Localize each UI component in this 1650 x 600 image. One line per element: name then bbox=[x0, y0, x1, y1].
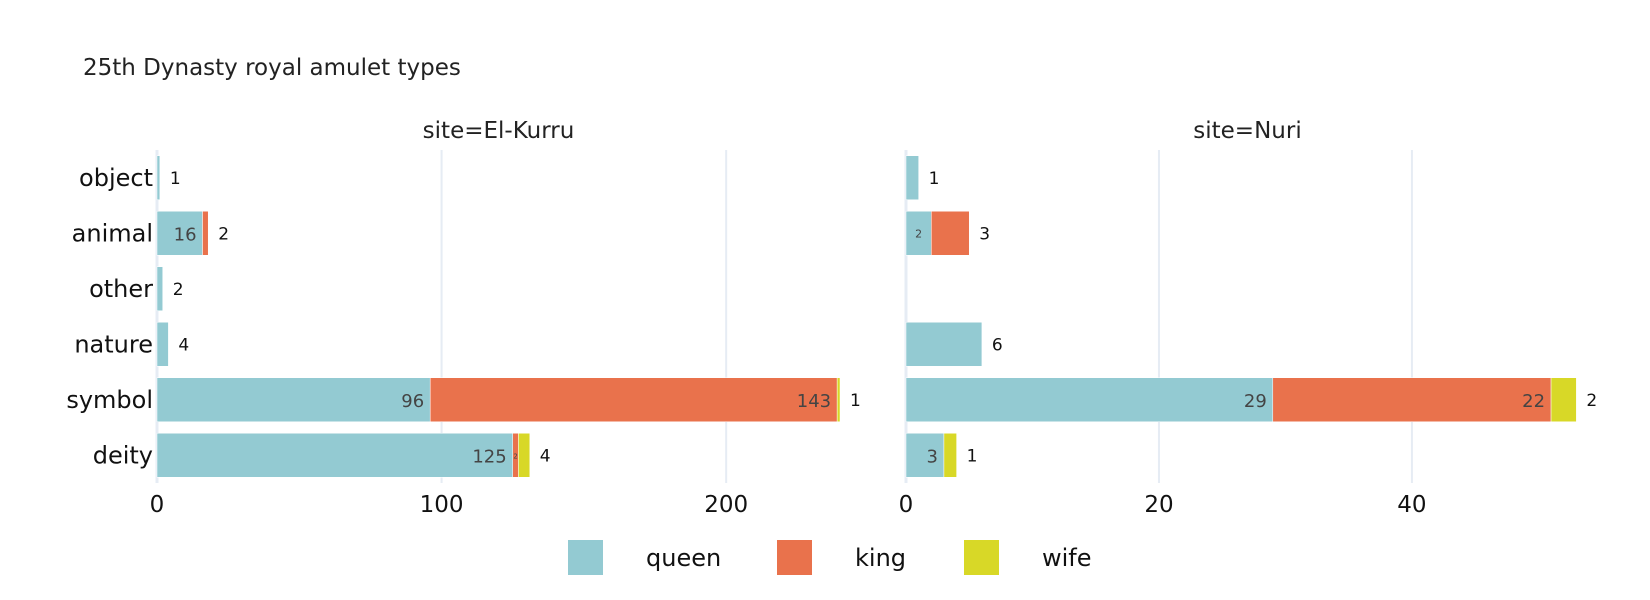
bar-value-label: 2 bbox=[513, 452, 517, 460]
bar-king-symbol bbox=[429, 377, 838, 422]
bar-value-label: 1 bbox=[929, 169, 940, 189]
bar-value-label: 29 bbox=[1244, 391, 1267, 412]
bar-value-label: 3 bbox=[979, 224, 990, 244]
legend-label: king bbox=[855, 544, 906, 572]
bar-queen-symbol bbox=[905, 377, 1274, 422]
bar-value-label: 2 bbox=[173, 280, 184, 300]
legend-swatch bbox=[568, 540, 603, 575]
bar-value-label: 143 bbox=[797, 391, 831, 412]
bar-king-symbol bbox=[1272, 377, 1552, 422]
y-category-label: deity bbox=[93, 441, 153, 469]
bar-queen-nature bbox=[905, 322, 983, 367]
legend-swatch bbox=[964, 540, 999, 575]
bar-queen-animal bbox=[156, 211, 203, 256]
facet-0: site=El-Kurru 0 100 200 object animal other nat… bbox=[66, 118, 861, 518]
bar-queen-other bbox=[156, 266, 163, 311]
bar-value-label: 125 bbox=[472, 446, 506, 467]
legend-label: queen bbox=[646, 544, 721, 572]
legend-item-king[interactable]: king bbox=[777, 540, 906, 575]
legend-item-queen[interactable]: queen bbox=[568, 540, 721, 575]
y-category-label: other bbox=[89, 275, 153, 303]
legend-label: wife bbox=[1042, 544, 1092, 572]
legend-item-wife[interactable]: wife bbox=[964, 540, 1092, 575]
bar-wife-deity bbox=[518, 433, 531, 478]
bar-value-label: 3 bbox=[926, 446, 937, 467]
bar-value-label: 2 bbox=[218, 224, 229, 244]
x-tick-label: 40 bbox=[1397, 492, 1426, 518]
bar-value-label: 1 bbox=[170, 169, 181, 189]
facet-title: site=Nuri bbox=[1193, 118, 1301, 144]
bar-value-label: 22 bbox=[1522, 391, 1545, 412]
bar-queen-symbol bbox=[156, 377, 431, 422]
bar-king-animal bbox=[202, 211, 209, 256]
bar-queen-animal bbox=[905, 211, 932, 256]
bar-wife-symbol bbox=[836, 377, 841, 422]
bar-queen-deity bbox=[905, 433, 945, 478]
bar-queen-object bbox=[905, 155, 919, 200]
bar-value-label: 2 bbox=[1586, 391, 1597, 411]
bar-value-label: 2 bbox=[915, 227, 922, 240]
bar-value-label: 96 bbox=[401, 391, 424, 412]
bar-value-label: 4 bbox=[540, 446, 551, 466]
y-category-label: animal bbox=[72, 219, 153, 247]
legend: queen king wife bbox=[568, 540, 1092, 575]
y-category-label: nature bbox=[74, 330, 153, 358]
y-category-label: symbol bbox=[66, 386, 153, 414]
bar-queen-deity bbox=[156, 433, 513, 478]
x-tick-label: 0 bbox=[150, 492, 165, 518]
bar-queen-nature bbox=[156, 322, 169, 367]
x-tick-label: 0 bbox=[899, 492, 914, 518]
y-category-label: object bbox=[79, 164, 153, 192]
x-tick-label: 100 bbox=[420, 492, 464, 518]
bar-value-label: 16 bbox=[174, 224, 197, 245]
bar-value-label: 1 bbox=[850, 391, 861, 411]
bar-queen-object bbox=[156, 155, 161, 200]
legend-swatch bbox=[777, 540, 812, 575]
x-tick-label: 200 bbox=[704, 492, 748, 518]
facet-title: site=El-Kurru bbox=[423, 118, 575, 144]
bar-wife-deity bbox=[943, 433, 957, 478]
x-tick-label: 20 bbox=[1144, 492, 1173, 518]
bar-value-label: 6 bbox=[992, 335, 1003, 355]
bar-value-label: 4 bbox=[178, 335, 189, 355]
bar-value-label: 1 bbox=[967, 446, 978, 466]
bar-wife-symbol bbox=[1550, 377, 1577, 422]
bar-king-animal bbox=[931, 211, 970, 256]
chart-title: 25th Dynasty royal amulet types bbox=[83, 55, 461, 81]
